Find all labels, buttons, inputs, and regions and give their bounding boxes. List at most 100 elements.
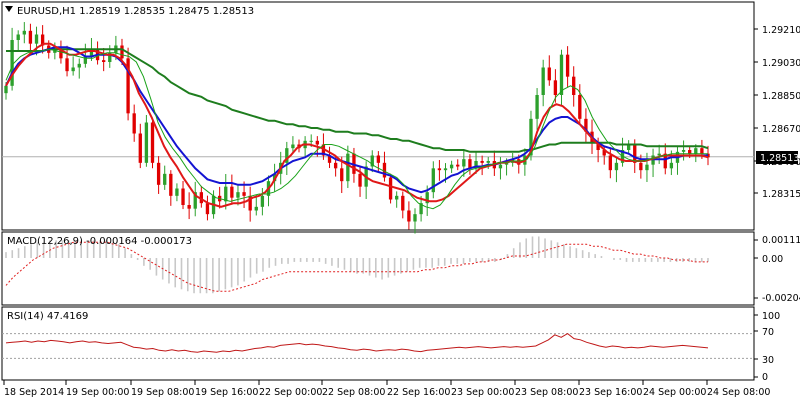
candle-body xyxy=(169,173,173,196)
candle xyxy=(16,30,20,52)
candle-body xyxy=(370,155,374,167)
candle-body xyxy=(224,186,228,202)
candle xyxy=(340,156,344,194)
candle xyxy=(437,160,442,181)
candle-body xyxy=(199,192,204,204)
candle xyxy=(254,194,258,216)
macd-panel-frame xyxy=(1,231,755,306)
candle xyxy=(657,144,661,164)
candle xyxy=(224,174,228,210)
candle-body xyxy=(584,118,588,132)
candle-body xyxy=(22,30,26,35)
triangle-down-icon[interactable] xyxy=(5,6,13,12)
candle-body xyxy=(431,168,435,193)
candle-body xyxy=(669,162,674,169)
candle-body xyxy=(205,203,210,215)
candle xyxy=(163,165,167,190)
candle xyxy=(169,170,173,206)
candle xyxy=(535,88,539,130)
candle xyxy=(681,140,686,161)
candle-body xyxy=(126,58,130,114)
candle xyxy=(193,181,197,217)
y-tick-label: -0.002044 xyxy=(762,293,800,304)
candle-body xyxy=(541,67,545,95)
rsi-header: RSI(14) 47.4169 xyxy=(7,311,88,322)
candle xyxy=(614,156,619,183)
main-plot xyxy=(2,22,754,234)
candle xyxy=(132,104,136,142)
candle-body xyxy=(10,40,14,86)
candle xyxy=(181,180,185,210)
candle-body xyxy=(77,63,81,68)
y-tick-label: 0.001116 xyxy=(762,235,800,246)
candle-body xyxy=(559,54,564,95)
candle xyxy=(559,49,564,106)
candle-body xyxy=(504,162,509,165)
candle-body xyxy=(681,150,686,152)
macd-y-axis: 0.001116 0.00 -0.002044 xyxy=(754,235,800,304)
rsi-line xyxy=(5,332,709,353)
candle xyxy=(413,208,417,234)
candle xyxy=(541,59,545,107)
last-price-tag: 1.28513 xyxy=(756,151,799,164)
candle xyxy=(327,146,332,169)
candle-body xyxy=(230,186,234,198)
candle xyxy=(584,108,588,142)
candle xyxy=(449,160,454,173)
x-tick-label: 24 Sep 00:00 xyxy=(643,387,706,398)
rsi-plot xyxy=(2,332,754,359)
candle xyxy=(71,56,75,76)
y-tick-label: 70 xyxy=(762,327,774,338)
candle-body xyxy=(407,210,411,222)
x-tick-label: 23 Sep 16:00 xyxy=(579,387,642,398)
candle-body xyxy=(358,173,362,187)
candle xyxy=(77,58,81,79)
candle xyxy=(102,48,106,72)
candle-body xyxy=(315,140,319,145)
candle xyxy=(468,154,472,175)
candle-body xyxy=(395,195,399,200)
candle-body xyxy=(413,214,417,222)
candle xyxy=(388,173,393,204)
candle xyxy=(150,117,155,169)
candle-body xyxy=(144,122,149,163)
candle-body xyxy=(285,148,289,163)
candle-body xyxy=(102,60,106,62)
candle-body xyxy=(553,80,558,95)
candle-body xyxy=(382,162,387,178)
y-tick-label: 1.28315 xyxy=(762,189,800,200)
candle-body xyxy=(291,144,295,149)
candle-body xyxy=(272,173,277,182)
candle-body xyxy=(645,164,649,171)
candle xyxy=(199,185,204,208)
candle xyxy=(547,55,551,86)
candle-body xyxy=(602,150,606,156)
candle-body xyxy=(150,122,155,163)
candle xyxy=(608,147,612,179)
candle-body xyxy=(4,85,8,94)
candle-body xyxy=(535,95,539,119)
candle xyxy=(187,192,191,220)
candle-body xyxy=(376,155,381,163)
candle xyxy=(382,151,387,182)
candle-body xyxy=(40,34,45,46)
candle-body xyxy=(16,34,20,40)
candle xyxy=(205,195,210,221)
candle-body xyxy=(443,168,448,171)
candle-body xyxy=(138,133,142,163)
candle-body xyxy=(309,140,313,142)
candle xyxy=(370,150,374,173)
fast-ma-line xyxy=(5,48,708,210)
y-tick-label: 0 xyxy=(762,372,768,383)
y-tick-label: 1.29210 xyxy=(762,25,800,36)
rsi-y-axis: 100 70 30 0 xyxy=(754,311,780,383)
candle xyxy=(578,84,582,124)
candle xyxy=(376,151,381,173)
candle-body xyxy=(260,195,265,207)
candle xyxy=(474,150,478,174)
candle-body xyxy=(694,148,698,154)
candle-body xyxy=(474,161,478,169)
candle-body xyxy=(633,144,637,163)
candle xyxy=(626,140,631,155)
